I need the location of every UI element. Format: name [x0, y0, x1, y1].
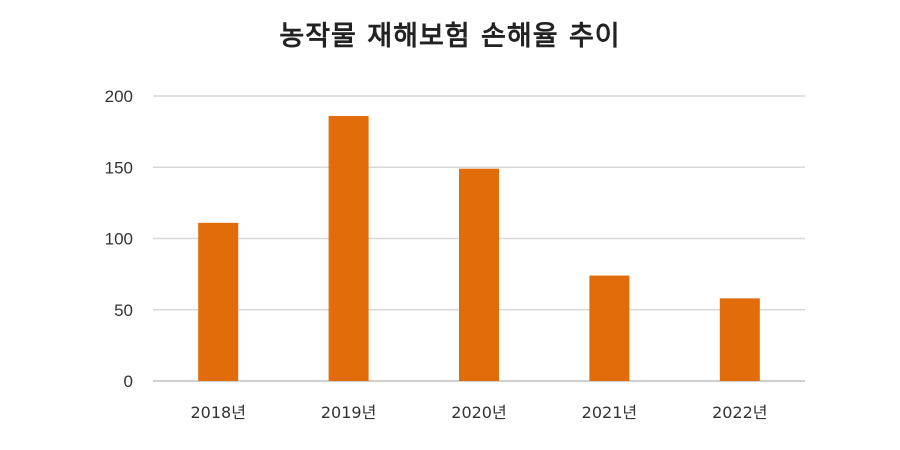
bar-2022년 — [719, 298, 760, 381]
y-tick-label: 0 — [124, 372, 133, 391]
bar-2019년 — [328, 115, 369, 381]
x-category-label: 2020년 — [451, 403, 506, 422]
x-category-label: 2018년 — [190, 403, 245, 422]
chart-title: 농작물 재해보험 손해율 추이 — [279, 21, 621, 52]
x-category-label: 2019년 — [321, 403, 376, 422]
bar-2021년 — [589, 275, 630, 381]
y-tick-label: 100 — [105, 230, 133, 249]
bar-2018년 — [198, 222, 239, 381]
x-category-label: 2022년 — [712, 403, 767, 422]
y-tick-label: 200 — [105, 87, 133, 106]
x-category-label: 2021년 — [582, 403, 637, 422]
y-tick-label: 150 — [105, 158, 133, 177]
y-tick-label: 50 — [114, 301, 133, 320]
bar-2020년 — [459, 168, 499, 381]
